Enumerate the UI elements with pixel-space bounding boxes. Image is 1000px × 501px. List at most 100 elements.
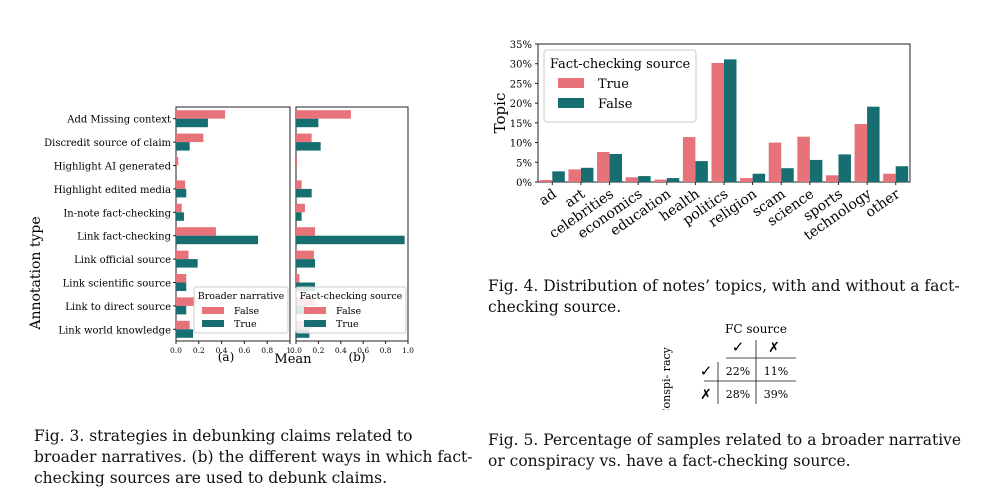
fig3-bar-true	[176, 142, 190, 151]
fig3-legend-label: True	[234, 319, 257, 330]
fig3-x-tick-label: 0.4	[335, 346, 347, 355]
fig3-x-tick-label: 0.6	[238, 346, 250, 355]
fig3-category-label: Highlight edited media	[54, 185, 171, 196]
fig4-bar-false	[752, 173, 766, 182]
fig4-y-tick-label: 20%	[510, 99, 532, 110]
fig3-bar-false	[296, 110, 351, 119]
fig5-row-cross: ✗	[700, 387, 712, 403]
fig3-bar-true	[176, 188, 187, 198]
fig4-bar-false	[895, 166, 909, 182]
fig3-category-label: Highlight AI generated	[54, 162, 172, 173]
fig3-category-label: Link to direct source	[65, 302, 171, 313]
fig4-bar-false	[638, 176, 651, 182]
fig3-bar-false	[176, 274, 187, 283]
fig3-legend-title: Broader narrative	[198, 291, 285, 302]
fig3-bar-false	[176, 297, 196, 306]
fig3-caption: Fig. 3. strategies in debunking claims r…	[34, 427, 473, 487]
fig3-bar-true	[176, 329, 194, 338]
fig3-panel-b: 0.0 0.2 0.4 0.6 0.8 1.0 Fact-checking source Fa…	[290, 106, 414, 355]
fig4-y-tick-label: 0%	[516, 178, 532, 189]
fig4-bar-false	[666, 178, 680, 182]
fig3-x-tick-label: 0.2	[193, 346, 205, 355]
fig4-bar-true	[625, 177, 639, 182]
fig5-cell-0-0: 22%	[726, 365, 750, 378]
fig3-bar-true	[296, 329, 310, 338]
fig3-y-axis-label: Annotation type	[28, 216, 44, 330]
fig4-bar-false	[552, 171, 565, 182]
fig4-legend-title: Fact-checking source	[550, 57, 691, 72]
fig3-panel-frame	[295, 106, 409, 342]
fig4-bar-true	[597, 152, 610, 182]
fig3-category-label: Discredit source of claim	[44, 138, 171, 149]
fig3-bar-true	[296, 235, 405, 245]
fig4-y-tick-label: 10%	[510, 139, 532, 150]
fig4-bar-true	[825, 175, 839, 182]
fig3-x-axis-label: Mean	[274, 352, 312, 367]
fig4-legend-label: False	[598, 97, 633, 112]
fig3-bar-true	[296, 212, 302, 221]
fig4-legend-label: True	[598, 77, 629, 92]
fig5-cell-1-1: 39%	[764, 388, 788, 401]
fig3-bar-false	[296, 157, 298, 166]
fig4-bar-true	[682, 137, 696, 182]
fig3-x-tick-label: 0.2	[312, 346, 324, 355]
fig4-bar-true	[883, 173, 896, 182]
fig3-bar-true	[176, 259, 198, 268]
fig3-category-label: In-note fact-checking	[63, 208, 171, 219]
fig3-bar-true	[176, 305, 187, 315]
fig3-legend-swatch	[304, 320, 326, 327]
fig4-caption: Fig. 4. Distribution of notes’ topics, w…	[488, 277, 960, 316]
fig5-cell-1-0: 28%	[726, 388, 750, 401]
fig5-col-cross: ✗	[768, 340, 780, 356]
figure-3-chart: Add Missing context Discredit source of c…	[28, 106, 414, 367]
fig5-row-label: Conspi- racy	[660, 346, 673, 410]
fig3-x-tick-label: 0.6	[357, 346, 369, 355]
fig4-y-tick-label: 5%	[516, 158, 532, 169]
fig4-bar-true	[797, 136, 810, 182]
fig4-bar-false	[724, 59, 737, 182]
fig4-legend-swatch	[558, 98, 584, 108]
fig4-bar-false	[809, 159, 823, 182]
fig3-bar-true	[176, 118, 208, 128]
fig4-bar-false	[695, 161, 708, 182]
fig3-bar-false	[296, 203, 305, 213]
fig4-bar-true	[740, 178, 753, 182]
fig3-bar-true	[176, 282, 187, 291]
fig4-bar-false	[781, 168, 794, 182]
fig3-bar-true	[176, 235, 259, 245]
fig3-x-tick-label: 1.	[286, 346, 293, 355]
fig3-bar-true	[176, 212, 184, 221]
fig4-x-tick-label: ad	[536, 186, 559, 209]
fig3-bar-false	[176, 250, 189, 260]
fig3-bar-false	[176, 110, 226, 119]
fig4-y-tick-label: 15%	[510, 119, 532, 130]
fig5-caption: Fig. 5. Percentage of samples related to…	[488, 431, 962, 470]
fig3-bar-true	[296, 259, 316, 268]
fig5-table: FC source ✓ ✗ Conspi- racy ✓ ✗ 22% 11% 2…	[660, 322, 796, 410]
fig3-category-label: Link fact-checking	[77, 232, 171, 243]
fig3-x-tick-label: 0.0	[290, 346, 302, 355]
fig4-bar-true	[654, 179, 667, 182]
fig3-legend-label: False	[336, 306, 362, 317]
fig3-x-tick-label: 0.8	[380, 346, 392, 355]
fig3-bar-false	[176, 133, 204, 143]
fig3-bar-true	[296, 142, 321, 151]
fig3-panel-a: Add Missing context Discredit source of c…	[44, 106, 294, 355]
fig3-legend-title: Fact-checking source	[300, 291, 403, 302]
fig4-y-tick-label: 25%	[510, 79, 532, 90]
fig4-legend-swatch	[558, 78, 584, 88]
fig3-x-tick-label: 0.4	[216, 346, 228, 355]
fig3-bar-false	[296, 227, 316, 236]
fig3-bar-false	[296, 180, 302, 189]
fig3-legend-swatch	[304, 307, 326, 314]
fig4-y-tick-label: 30%	[510, 60, 532, 71]
fig4-bar-false	[609, 154, 623, 182]
fig3-x-tick-label: 0.8	[261, 346, 273, 355]
fig4-bar-false	[580, 167, 594, 182]
fig4-bar-true	[854, 124, 868, 182]
fig3-bar-false	[176, 320, 190, 330]
fig3-legend-label: False	[234, 306, 260, 317]
fig3-panel-a-label: (a)	[218, 350, 235, 364]
fig3-category-label: Add Missing context	[66, 115, 171, 126]
